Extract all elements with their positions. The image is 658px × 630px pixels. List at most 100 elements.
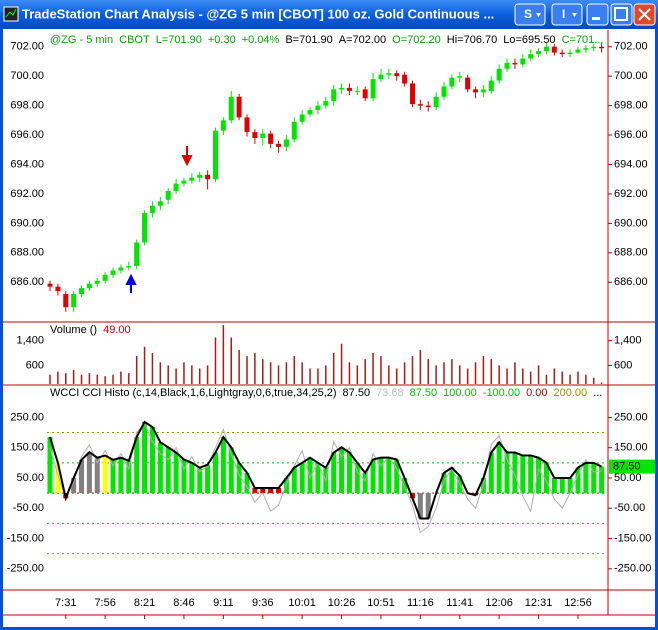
volume-bar bbox=[514, 362, 516, 384]
legend-item: Volume () bbox=[50, 324, 97, 336]
candle-body bbox=[599, 46, 605, 49]
volume-bar bbox=[128, 373, 130, 384]
y-tick-label: 698.00 bbox=[614, 100, 648, 112]
cci-line bbox=[49, 420, 603, 520]
volume-bar bbox=[380, 356, 382, 384]
candle-body bbox=[79, 288, 85, 295]
histogram-bar bbox=[362, 472, 368, 494]
x-tick-label: 12:06 bbox=[485, 597, 513, 609]
candle-body bbox=[181, 180, 187, 184]
window-title: TradeStation Chart Analysis - @ZG 5 min … bbox=[22, 6, 494, 21]
histogram-bar bbox=[244, 472, 250, 494]
maximize-glyph bbox=[614, 7, 628, 21]
y-tick-label: 700.00 bbox=[614, 70, 648, 82]
candle-body bbox=[465, 77, 471, 90]
buy-arrow bbox=[125, 273, 137, 293]
volume-bar bbox=[569, 374, 571, 384]
volume-bar bbox=[506, 368, 508, 384]
histogram-bar bbox=[291, 467, 297, 494]
pane-legend: WCCI CCI Histo (c,14,Black,1,6,Lightgray… bbox=[50, 387, 602, 399]
histogram-bar bbox=[307, 457, 313, 494]
candle-body bbox=[94, 280, 100, 284]
y-tick-label: 688.00 bbox=[614, 247, 648, 259]
candle-body bbox=[512, 62, 518, 65]
y-tick-label: 50.00 bbox=[16, 472, 44, 484]
y-tick-label: -250.00 bbox=[614, 563, 651, 575]
candle-body bbox=[496, 68, 502, 81]
histogram-bar bbox=[488, 452, 494, 494]
x-tick-label: 12:56 bbox=[564, 597, 592, 609]
legend-item: 200.00 bbox=[554, 387, 588, 399]
volume-bar bbox=[191, 365, 193, 384]
legend-item: 87.50 bbox=[343, 387, 371, 399]
title-bar bbox=[0, 0, 658, 29]
sell-arrow bbox=[181, 146, 193, 167]
histogram-bar bbox=[559, 477, 565, 494]
histogram-bar bbox=[126, 460, 132, 494]
y-tick-label: 696.00 bbox=[10, 129, 44, 141]
y-tick-label: -150.00 bbox=[614, 532, 651, 544]
volume-bar bbox=[301, 362, 303, 384]
y-tick-label: 686.00 bbox=[614, 276, 648, 288]
y-tick-label: 250.00 bbox=[10, 411, 44, 423]
x-tick-label: 8:21 bbox=[134, 597, 155, 609]
i-button-label[interactable]: I bbox=[562, 7, 565, 21]
histogram-bar bbox=[378, 457, 384, 494]
volume-bar bbox=[372, 353, 374, 384]
y-tick-label: 702.00 bbox=[614, 41, 648, 53]
volume-bar bbox=[206, 365, 209, 384]
y-tick-label: 150.00 bbox=[10, 442, 44, 454]
histogram-bar bbox=[551, 477, 557, 494]
histogram-bar bbox=[331, 452, 337, 494]
legend-item: +0.30 bbox=[208, 34, 236, 46]
volume-bar bbox=[317, 368, 319, 384]
x-tick-label: 11:41 bbox=[446, 597, 473, 609]
candle-body bbox=[197, 174, 203, 178]
histogram-bar bbox=[86, 452, 92, 494]
x-tick-label: 9:36 bbox=[252, 597, 273, 609]
pane-legend: @ZG - 5 min CBOT L=701.90 +0.30 +0.04% B=701.… bbox=[50, 34, 603, 46]
legend-item: O=702.20 bbox=[392, 34, 441, 46]
minimize-button[interactable] bbox=[586, 3, 609, 26]
candle-body bbox=[528, 54, 534, 59]
histogram-bar bbox=[173, 452, 179, 494]
candle-body bbox=[339, 87, 345, 90]
candle-body bbox=[425, 105, 431, 108]
volume-bar bbox=[175, 368, 177, 384]
histogram-bar bbox=[205, 464, 211, 494]
s-button-label[interactable]: S bbox=[524, 7, 532, 21]
y-tick-label: 696.00 bbox=[614, 129, 648, 141]
candle-body bbox=[346, 87, 352, 91]
legend-item: B=701.90 bbox=[285, 34, 332, 46]
candle-body bbox=[567, 52, 573, 55]
histogram-bar bbox=[346, 452, 352, 494]
histogram-bar bbox=[252, 487, 258, 494]
candle-body bbox=[299, 114, 305, 122]
histogram-bar bbox=[55, 462, 61, 494]
candle-body bbox=[71, 294, 77, 308]
i-button[interactable] bbox=[551, 3, 583, 26]
histogram-bar bbox=[520, 455, 526, 494]
s-button[interactable] bbox=[514, 3, 546, 26]
legend-item: Lo=695.50 bbox=[503, 34, 555, 46]
legend-item: 49.00 bbox=[103, 324, 131, 336]
legend-item: Hi=706.70 bbox=[447, 34, 497, 46]
y-tick-label: 688.00 bbox=[10, 247, 44, 259]
candle-body bbox=[591, 46, 597, 49]
last-value-box bbox=[609, 459, 655, 474]
candle-body bbox=[47, 283, 53, 287]
legend-item: -100.00 bbox=[483, 387, 520, 399]
volume-bar bbox=[88, 373, 91, 384]
histogram-bar bbox=[228, 447, 234, 494]
x-tick-label: 11:16 bbox=[407, 597, 434, 609]
volume-bar bbox=[529, 371, 532, 384]
y-tick-label: 692.00 bbox=[614, 188, 648, 200]
x-tick-label: 10:26 bbox=[328, 597, 356, 609]
y-tick-label: 694.00 bbox=[614, 158, 648, 170]
histogram-bar bbox=[567, 477, 573, 494]
candle-body bbox=[417, 104, 423, 106]
candle-body bbox=[63, 294, 69, 308]
volume-bar bbox=[395, 368, 398, 384]
y-tick-label: 1,400 bbox=[16, 335, 44, 347]
y-tick-label: 50.00 bbox=[614, 472, 642, 484]
